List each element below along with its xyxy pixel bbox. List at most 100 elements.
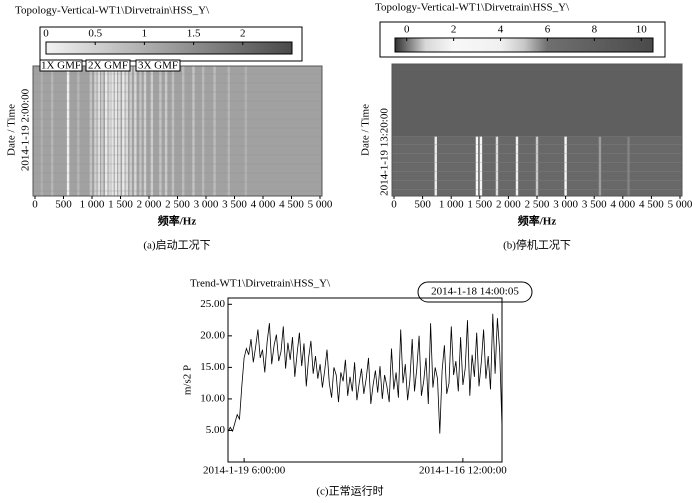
trend-line bbox=[227, 313, 503, 434]
heatmap-stripe bbox=[515, 136, 519, 196]
x-tick-label: 500 bbox=[414, 199, 431, 211]
colorbar-tick-label: 6 bbox=[545, 24, 551, 36]
heatmap-stripe bbox=[213, 66, 216, 196]
x-tick-label: 2 000 bbox=[496, 199, 521, 211]
heatmap-stripe bbox=[143, 66, 147, 196]
heatmap-stripe bbox=[150, 66, 154, 196]
heatmap-stripe bbox=[50, 66, 54, 196]
caption: (b)停机工况下 bbox=[503, 238, 571, 252]
heatmap-stripe bbox=[598, 136, 602, 196]
x-tick-label: 1 000 bbox=[439, 199, 464, 211]
heatmap-stripe bbox=[495, 136, 499, 196]
caption: (a)启动工况下 bbox=[143, 239, 210, 252]
y-axis-label: m/s2 P bbox=[182, 365, 194, 395]
x-tick-label: 5 000 bbox=[308, 199, 333, 211]
heatmap-stripe bbox=[192, 66, 195, 196]
x-tick-label: 3 500 bbox=[582, 199, 607, 211]
annotation-box bbox=[85, 59, 131, 72]
heatmap-stripe bbox=[129, 66, 132, 196]
x-tick-label: 2 500 bbox=[525, 199, 550, 211]
annotation: 1X GMF bbox=[41, 60, 81, 72]
y-axis-label: Date / Time bbox=[360, 104, 372, 156]
heatmap-stripe bbox=[111, 66, 114, 196]
colorbar-tick-label: 0.5 bbox=[88, 28, 102, 40]
colorbar-tick-label: 1.5 bbox=[187, 28, 201, 40]
heatmap-stripe bbox=[114, 66, 118, 196]
x-tick-label: 1 500 bbox=[108, 199, 133, 211]
x-tick-label: 2 000 bbox=[137, 199, 162, 211]
colorbar bbox=[45, 41, 293, 55]
x-tick-label: 500 bbox=[55, 199, 72, 211]
x-tick-label: 3 000 bbox=[553, 199, 578, 211]
colorbar bbox=[394, 37, 654, 53]
heatmap-stripe bbox=[434, 136, 437, 196]
x-tick-label: 1 500 bbox=[467, 199, 492, 211]
chart-title: Topology-Vertical-WT1\Dirvetrain\HSS_Y\ bbox=[375, 2, 570, 14]
x-tick-label: 5 000 bbox=[668, 199, 693, 211]
x-tick-label: 3 000 bbox=[194, 199, 219, 211]
chart-title: Topology-Vertical-WT1\Dirvetrain\HSS_Y\ bbox=[15, 5, 210, 17]
caption: (c)正常运行时 bbox=[316, 485, 383, 498]
heatmap-stripe bbox=[164, 66, 168, 196]
y-tick-label: 2014-1-19 13:20:00 bbox=[379, 108, 391, 196]
annotation-box bbox=[417, 281, 533, 303]
colorbar-tick-label: 2 bbox=[240, 28, 246, 40]
x-tick-label: 2014-1-16 12:00:00 bbox=[419, 465, 507, 477]
heatmap-stripe bbox=[134, 66, 137, 196]
heatmap-stripe bbox=[627, 136, 630, 196]
y-tick-label: 5.00 bbox=[206, 424, 226, 436]
x-tick-label: 0 bbox=[391, 199, 397, 211]
x-tick-label: 1 000 bbox=[80, 199, 105, 211]
chart-title: Trend-WT1\Dirvetrain\HSS_Y\ bbox=[190, 278, 331, 290]
colorbar-tick-label: 8 bbox=[592, 24, 598, 36]
x-tick-label: 4 500 bbox=[639, 199, 664, 211]
annotation-box bbox=[39, 59, 83, 72]
annotation: 2X GMF bbox=[88, 60, 128, 72]
y-tick-label: 10.00 bbox=[200, 392, 225, 404]
heatmap-stripe bbox=[108, 66, 111, 196]
heatmap-stripe bbox=[479, 136, 483, 196]
heatmap-stripe bbox=[94, 66, 97, 196]
y-axis-label: Date / Time bbox=[6, 104, 18, 156]
heatmap-stripe bbox=[101, 66, 104, 196]
annotation: 3X GMF bbox=[138, 60, 178, 72]
annotation: 2014-1-18 14:00:05 bbox=[431, 286, 519, 298]
heatmap-stripe bbox=[159, 66, 162, 196]
heatmap-stripe bbox=[201, 66, 205, 196]
heatmap-stripe bbox=[105, 66, 108, 196]
heatmap-stripe bbox=[66, 66, 70, 196]
heatmap-stripe bbox=[182, 66, 185, 196]
heatmap-stripe bbox=[564, 136, 567, 196]
x-tick-label: 4 500 bbox=[279, 199, 304, 211]
annotation-box bbox=[135, 59, 181, 72]
heatmap-stripe bbox=[77, 66, 80, 196]
heatmap-stripe bbox=[118, 66, 121, 196]
y-tick-label: 25.00 bbox=[200, 298, 225, 310]
colorbar-tick-label: 1 bbox=[142, 28, 148, 40]
heatmap-stripe bbox=[535, 136, 539, 196]
heatmap-stripe bbox=[244, 66, 248, 196]
colorbar-tick-label: 0 bbox=[43, 28, 49, 40]
heatmap-stripe bbox=[171, 66, 175, 196]
heatmap-stripe bbox=[139, 66, 142, 196]
plot-frame bbox=[227, 297, 503, 463]
heatmap-stripe bbox=[97, 66, 101, 196]
heatmap-stripe bbox=[122, 66, 125, 196]
y-tick-label: 2014-1-19 2:00:00 bbox=[20, 88, 32, 171]
heatmap-stripe bbox=[475, 136, 479, 196]
x-tick-label: 0 bbox=[32, 199, 38, 211]
heatmap-stripe bbox=[125, 66, 128, 196]
x-tick-label: 4 000 bbox=[610, 199, 635, 211]
x-axis-label: 频率/Hz bbox=[158, 214, 197, 228]
y-tick-label: 15.00 bbox=[200, 361, 225, 373]
colorbar-tick-label: 2 bbox=[451, 24, 457, 36]
colorbar-tick-label: 4 bbox=[498, 24, 504, 36]
x-tick-label: 2014-1-19 6:00:00 bbox=[203, 465, 286, 477]
heatmap-stripe bbox=[227, 66, 230, 196]
colorbar-tick-label: 10 bbox=[636, 24, 648, 36]
heatmap-region bbox=[392, 64, 682, 137]
y-tick-label: 20.00 bbox=[200, 329, 225, 341]
x-axis-label: 频率/Hz bbox=[518, 214, 557, 228]
x-tick-label: 4 000 bbox=[251, 199, 276, 211]
